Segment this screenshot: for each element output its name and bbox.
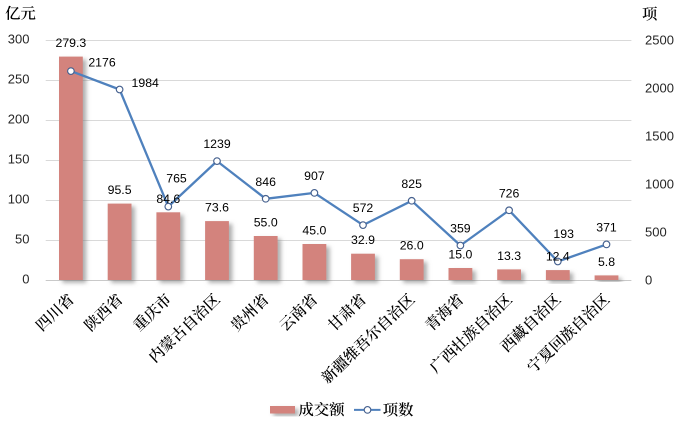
svg-text:2176: 2176: [88, 56, 116, 70]
svg-text:32.9: 32.9: [351, 233, 375, 247]
svg-text:50: 50: [15, 231, 29, 246]
svg-text:359: 359: [450, 222, 471, 236]
svg-text:73.6: 73.6: [205, 201, 229, 215]
svg-text:55.0: 55.0: [254, 216, 278, 230]
svg-text:1500: 1500: [645, 129, 674, 144]
svg-text:765: 765: [166, 172, 187, 186]
svg-text:84.6: 84.6: [156, 192, 180, 206]
svg-text:193: 193: [553, 227, 574, 241]
svg-text:1239: 1239: [203, 137, 231, 151]
svg-text:300: 300: [8, 31, 30, 46]
svg-text:1000: 1000: [645, 177, 674, 192]
svg-text:0: 0: [22, 271, 29, 286]
svg-text:26.0: 26.0: [400, 239, 424, 253]
svg-text:2000: 2000: [645, 81, 674, 96]
svg-text:12.4: 12.4: [546, 250, 570, 264]
svg-text:13.3: 13.3: [497, 249, 521, 263]
svg-text:200: 200: [8, 111, 30, 126]
svg-text:572: 572: [353, 201, 374, 215]
svg-text:500: 500: [645, 225, 667, 240]
svg-text:846: 846: [255, 175, 276, 189]
svg-text:0: 0: [645, 273, 652, 288]
svg-text:1984: 1984: [132, 76, 160, 90]
svg-text:5.8: 5.8: [598, 255, 615, 269]
svg-text:150: 150: [8, 151, 30, 166]
svg-text:95.5: 95.5: [108, 183, 132, 197]
svg-text:279.3: 279.3: [56, 36, 87, 50]
svg-text:45.0: 45.0: [302, 224, 326, 238]
svg-text:15.0: 15.0: [448, 248, 472, 262]
svg-text:371: 371: [596, 220, 617, 234]
svg-text:907: 907: [304, 169, 325, 183]
svg-text:825: 825: [401, 177, 422, 191]
svg-text:250: 250: [8, 71, 30, 86]
svg-text:726: 726: [499, 186, 520, 200]
svg-text:100: 100: [8, 191, 30, 206]
svg-text:2500: 2500: [645, 33, 674, 48]
